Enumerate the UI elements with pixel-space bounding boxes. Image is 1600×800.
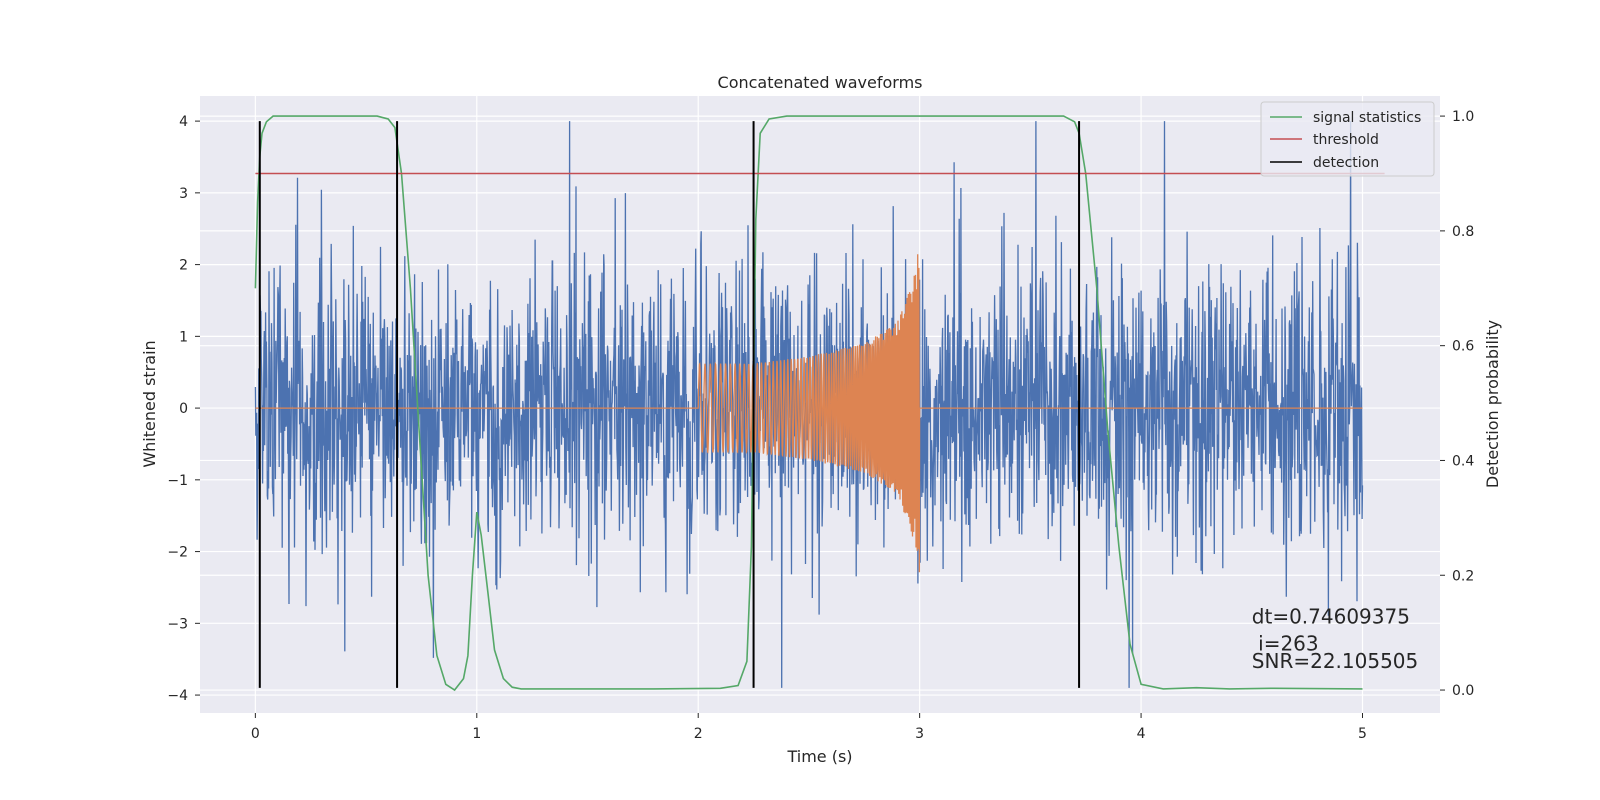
annotation-text: i=263 [1252,632,1319,656]
x-tick-label: 2 [694,726,703,742]
y-tick-label: 4 [179,114,188,130]
y-tick-label: −2 [167,545,188,561]
y-tick-label: −3 [167,616,188,632]
chart-title: Concatenated waveforms [718,73,923,92]
y-tick-label: 1 [179,329,188,345]
x-tick-label: 4 [1137,726,1146,742]
series-layer [254,115,1385,692]
x-axis-label: Time (s) [786,747,852,766]
legend: signal statistics threshold detection [1260,101,1435,177]
legend-label-signal-statistics: signal statistics [1313,110,1421,126]
right-axis-ticks: 0.0 0.2 0.4 0.6 0.8 1.0 [1440,109,1474,699]
y-axis-label: Whitened strain [140,340,159,467]
x-tick-label: 0 [251,726,260,742]
right-tick-label: 1.0 [1452,109,1474,125]
y-tick-label: −4 [167,688,188,704]
right-tick-label: 0.8 [1452,224,1474,240]
annotation-text: dt=0.74609375 [1252,604,1410,628]
y-tick-label: 2 [179,258,188,274]
injected-signal-series [255,254,1363,573]
y-tick-label: 3 [179,186,188,202]
right-tick-label: 0.4 [1452,453,1474,469]
annotation-text: SNR=22.105505 [1252,649,1418,673]
y-tick-label: 0 [179,401,188,417]
right-tick-label: 0.0 [1452,683,1474,699]
right-axis-label: Detection probability [1483,320,1502,488]
legend-label-detection: detection [1313,155,1379,171]
injected-signal-layer [255,254,1363,573]
x-axis-ticks: 0 1 2 3 4 5 [251,713,1367,742]
legend-box [1260,101,1435,177]
noise-layer [254,121,1364,688]
whitened-strain-series [254,121,1364,688]
signal-statistics-series [254,115,1363,692]
right-tick-label: 0.6 [1452,339,1474,355]
y-axis-ticks: −4 −3 −2 −1 0 1 2 3 4 [167,114,200,704]
x-tick-label: 3 [915,726,924,742]
y-tick-label: −1 [167,473,188,489]
legend-label-threshold: threshold [1313,132,1379,148]
right-tick-label: 0.2 [1452,568,1474,584]
x-tick-label: 5 [1358,726,1367,742]
x-tick-label: 1 [472,726,481,742]
